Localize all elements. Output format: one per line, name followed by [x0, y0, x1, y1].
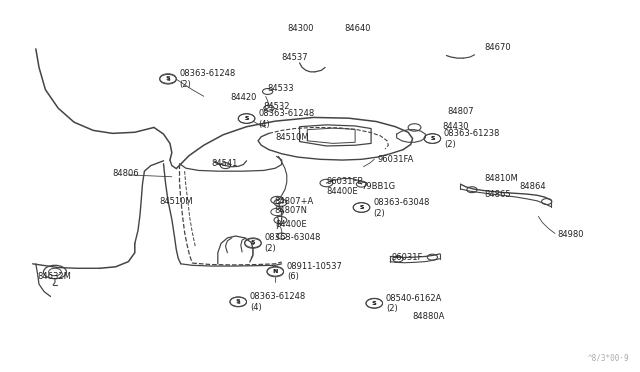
Text: S: S: [372, 301, 376, 306]
Text: (4): (4): [258, 120, 270, 129]
Text: ^8/3*00·9: ^8/3*00·9: [588, 353, 630, 362]
Text: 84807+A: 84807+A: [274, 197, 313, 206]
Text: S: S: [236, 299, 241, 304]
Text: 84541: 84541: [211, 158, 238, 167]
Text: 84806: 84806: [113, 169, 139, 178]
Text: 84400E: 84400E: [275, 221, 307, 230]
Text: 84810M: 84810M: [484, 174, 518, 183]
Text: 08363-63048: 08363-63048: [264, 233, 321, 243]
Text: 08363-61248: 08363-61248: [258, 109, 314, 118]
Text: S: S: [431, 136, 435, 141]
Text: S: S: [360, 205, 364, 210]
Text: 96031FA: 96031FA: [378, 155, 414, 164]
Text: 08363-61238: 08363-61238: [444, 129, 500, 138]
Text: (2): (2): [444, 140, 456, 149]
Text: 08363-61248: 08363-61248: [250, 292, 306, 301]
Text: 84807N: 84807N: [274, 206, 307, 215]
Text: S: S: [251, 240, 255, 245]
Text: 84865: 84865: [484, 190, 511, 199]
Text: 84510M: 84510M: [159, 197, 193, 206]
Text: 08540-6162A: 08540-6162A: [386, 294, 442, 303]
Text: N: N: [273, 269, 278, 274]
Text: S: S: [166, 76, 170, 81]
Text: 84880A: 84880A: [413, 312, 445, 321]
Text: 84420: 84420: [230, 93, 257, 102]
Text: 84532: 84532: [264, 102, 291, 111]
Text: 84632M: 84632M: [38, 272, 72, 280]
Text: 08363-63048: 08363-63048: [373, 198, 429, 207]
Text: (2): (2): [373, 209, 385, 218]
Text: S: S: [372, 301, 376, 306]
Text: 84510M: 84510M: [275, 132, 309, 142]
Text: (2): (2): [386, 304, 397, 313]
Text: 96031FB: 96031FB: [326, 177, 364, 186]
Text: S: S: [236, 299, 240, 305]
Text: 84537: 84537: [282, 52, 308, 61]
Text: 08363-61248: 08363-61248: [179, 69, 236, 78]
Text: 84670: 84670: [484, 43, 511, 52]
Text: (6): (6): [287, 272, 299, 281]
Text: S: S: [244, 116, 249, 121]
Text: 08911-10537: 08911-10537: [287, 262, 342, 271]
Text: S: S: [244, 116, 248, 121]
Text: 96031F: 96031F: [392, 253, 423, 262]
Text: 84864: 84864: [519, 182, 546, 191]
Text: S: S: [251, 241, 255, 246]
Text: S: S: [430, 136, 435, 141]
Text: (2): (2): [179, 80, 191, 89]
Text: N: N: [273, 269, 277, 275]
Text: (4): (4): [250, 303, 262, 312]
Text: 84640: 84640: [344, 24, 371, 33]
Text: 79BB1G: 79BB1G: [362, 182, 396, 190]
Text: S: S: [166, 77, 170, 82]
Text: 84533: 84533: [268, 84, 294, 93]
Text: 84430: 84430: [443, 122, 469, 131]
Text: (2): (2): [264, 244, 276, 253]
Text: 84400E: 84400E: [326, 187, 358, 196]
Text: 84980: 84980: [557, 230, 584, 239]
Text: S: S: [359, 205, 364, 210]
Text: 84300: 84300: [287, 24, 314, 33]
Text: 84807: 84807: [448, 107, 474, 116]
